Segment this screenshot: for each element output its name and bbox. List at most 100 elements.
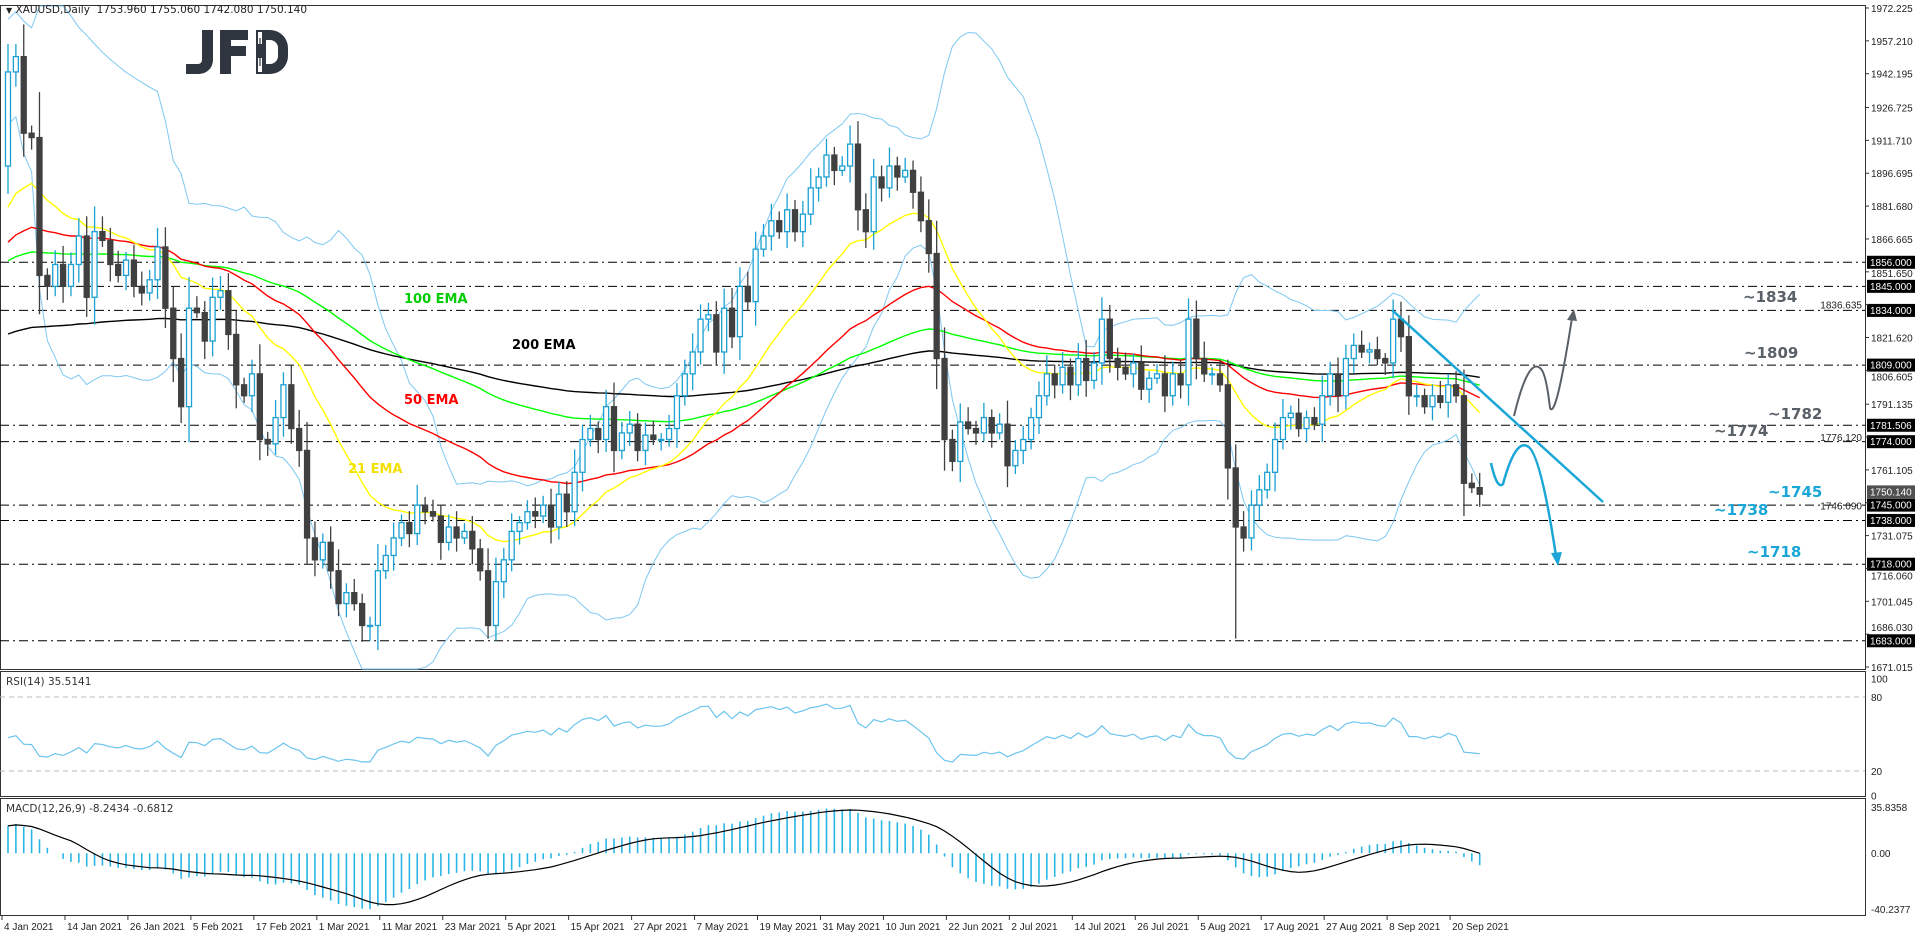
- price-tick-label: 1716.060: [1871, 571, 1913, 582]
- candle-bullish: [209, 296, 216, 342]
- candle-bullish: [618, 432, 626, 452]
- rsi-tick-label: 80: [1871, 693, 1883, 704]
- candle-bullish: [374, 570, 382, 627]
- date-label: 22 Jun 2021: [948, 922, 1003, 933]
- candle-bearish: [1397, 318, 1405, 338]
- candle-bearish: [107, 239, 114, 266]
- rsi-tick-label: 0: [1871, 792, 1877, 803]
- candle-bearish: [1161, 373, 1169, 397]
- candle-bearish: [351, 591, 358, 605]
- candle-bearish: [36, 136, 43, 277]
- level-price-label: 1738.000: [1870, 516, 1912, 527]
- date-label: 15 Apr 2021: [571, 922, 625, 933]
- level-label-1809: ~1809: [1744, 344, 1799, 362]
- rsi-panel: [0, 671, 1866, 797]
- ema-lines: [7, 182, 1481, 543]
- price-tick-label: 1926.725: [1871, 104, 1913, 115]
- price-tick-label: 1957.210: [1871, 37, 1913, 48]
- candle-bullish: [705, 314, 712, 320]
- candle-bearish: [634, 423, 641, 452]
- candle-bearish: [791, 209, 799, 233]
- candle-bullish: [681, 373, 688, 397]
- level-price-label-box: [1867, 634, 1915, 648]
- ema100-label: 100 EMA: [404, 292, 468, 307]
- candle-bullish: [752, 248, 759, 303]
- candle-bearish: [201, 311, 208, 342]
- candle-bullish: [248, 373, 256, 397]
- candle-bullish: [673, 395, 681, 430]
- date-label: 23 Mar 2021: [445, 922, 502, 933]
- price-tick-label: 1806.605: [1871, 372, 1913, 383]
- date-label: 7 May 2021: [697, 922, 750, 933]
- candle-bearish: [1216, 373, 1224, 386]
- candle-bearish: [469, 530, 476, 550]
- candle-bearish: [1114, 357, 1121, 368]
- level-price-label: 1834.000: [1870, 306, 1912, 317]
- candle-bullish: [492, 581, 500, 627]
- candle-bullish: [626, 423, 633, 434]
- date-label: 2 Jul 2021: [1011, 922, 1058, 933]
- candle-bearish: [650, 434, 657, 441]
- level-price-label-box: [1867, 513, 1915, 527]
- main-panel: [0, 5, 1866, 670]
- candle-bullish: [524, 511, 531, 524]
- candle-bullish: [1090, 362, 1098, 382]
- candle-bullish: [1169, 373, 1176, 397]
- ema200-label: 200 EMA: [512, 338, 576, 353]
- symbol-dropdown-icon[interactable]: ▼: [6, 6, 13, 15]
- date-label: 14 Jan 2021: [67, 922, 122, 933]
- candle-bullish: [957, 421, 964, 463]
- candle-bullish: [122, 259, 130, 277]
- price-tick-label: 1746.090: [1820, 502, 1862, 513]
- candle-bullish: [1130, 362, 1137, 375]
- candle-bullish: [146, 279, 153, 294]
- candle-bearish: [130, 259, 138, 287]
- date-label: 31 May 2021: [822, 922, 880, 933]
- candle-bullish: [807, 187, 814, 215]
- candle-bearish: [878, 176, 885, 189]
- price-tick-label: 1866.665: [1871, 235, 1913, 246]
- candle-bearish: [177, 357, 185, 408]
- level-price-label: 1745.000: [1870, 501, 1912, 512]
- candle-bearish: [1067, 366, 1074, 386]
- macd-tick-label: 0.00: [1871, 849, 1891, 860]
- candle-bullish: [1264, 471, 1271, 491]
- candle-bullish: [1303, 416, 1310, 430]
- candle-bullish: [555, 493, 563, 528]
- candle-bullish: [1350, 344, 1357, 360]
- candle-bullish: [1012, 449, 1019, 467]
- candle-bearish: [909, 169, 917, 193]
- candle-bearish: [83, 235, 90, 298]
- level-price-label: 1718.000: [1870, 560, 1912, 571]
- price-tick-label: 1731.075: [1871, 532, 1913, 543]
- symbol-label: XAUUSD,Daily: [15, 4, 90, 16]
- candle-bearish: [1311, 416, 1318, 425]
- level-price-label-box: [1867, 498, 1915, 512]
- candle-bullish: [91, 231, 98, 298]
- candle-bearish: [547, 504, 555, 528]
- rsi-tick-label: 20: [1871, 767, 1883, 778]
- candle-bearish: [1106, 318, 1113, 360]
- bullish-scenario-arrow: [1513, 317, 1573, 417]
- candle-bullish: [815, 176, 822, 189]
- candle-bearish: [240, 384, 248, 397]
- candle-bearish: [99, 231, 106, 242]
- candle-bearish: [193, 307, 201, 314]
- candle-bullish: [12, 55, 20, 73]
- candle-bullish: [658, 438, 665, 442]
- candle-bullish: [500, 559, 507, 583]
- candle-bearish: [437, 515, 445, 543]
- candle-bullish: [689, 351, 696, 375]
- date-label: 5 Feb 2021: [193, 922, 244, 933]
- candle-bearish: [949, 438, 956, 463]
- bullish-arrowhead-icon: [1567, 309, 1577, 321]
- date-label: 17 Feb 2021: [256, 922, 313, 933]
- descending-trendline[interactable]: [1391, 309, 1604, 503]
- candle-bullish: [721, 307, 728, 353]
- candle-bullish: [571, 471, 578, 513]
- candle-bullish: [1208, 373, 1216, 376]
- candle-bearish: [776, 220, 783, 233]
- candle-bearish: [941, 357, 948, 441]
- candle-bullish: [319, 541, 326, 561]
